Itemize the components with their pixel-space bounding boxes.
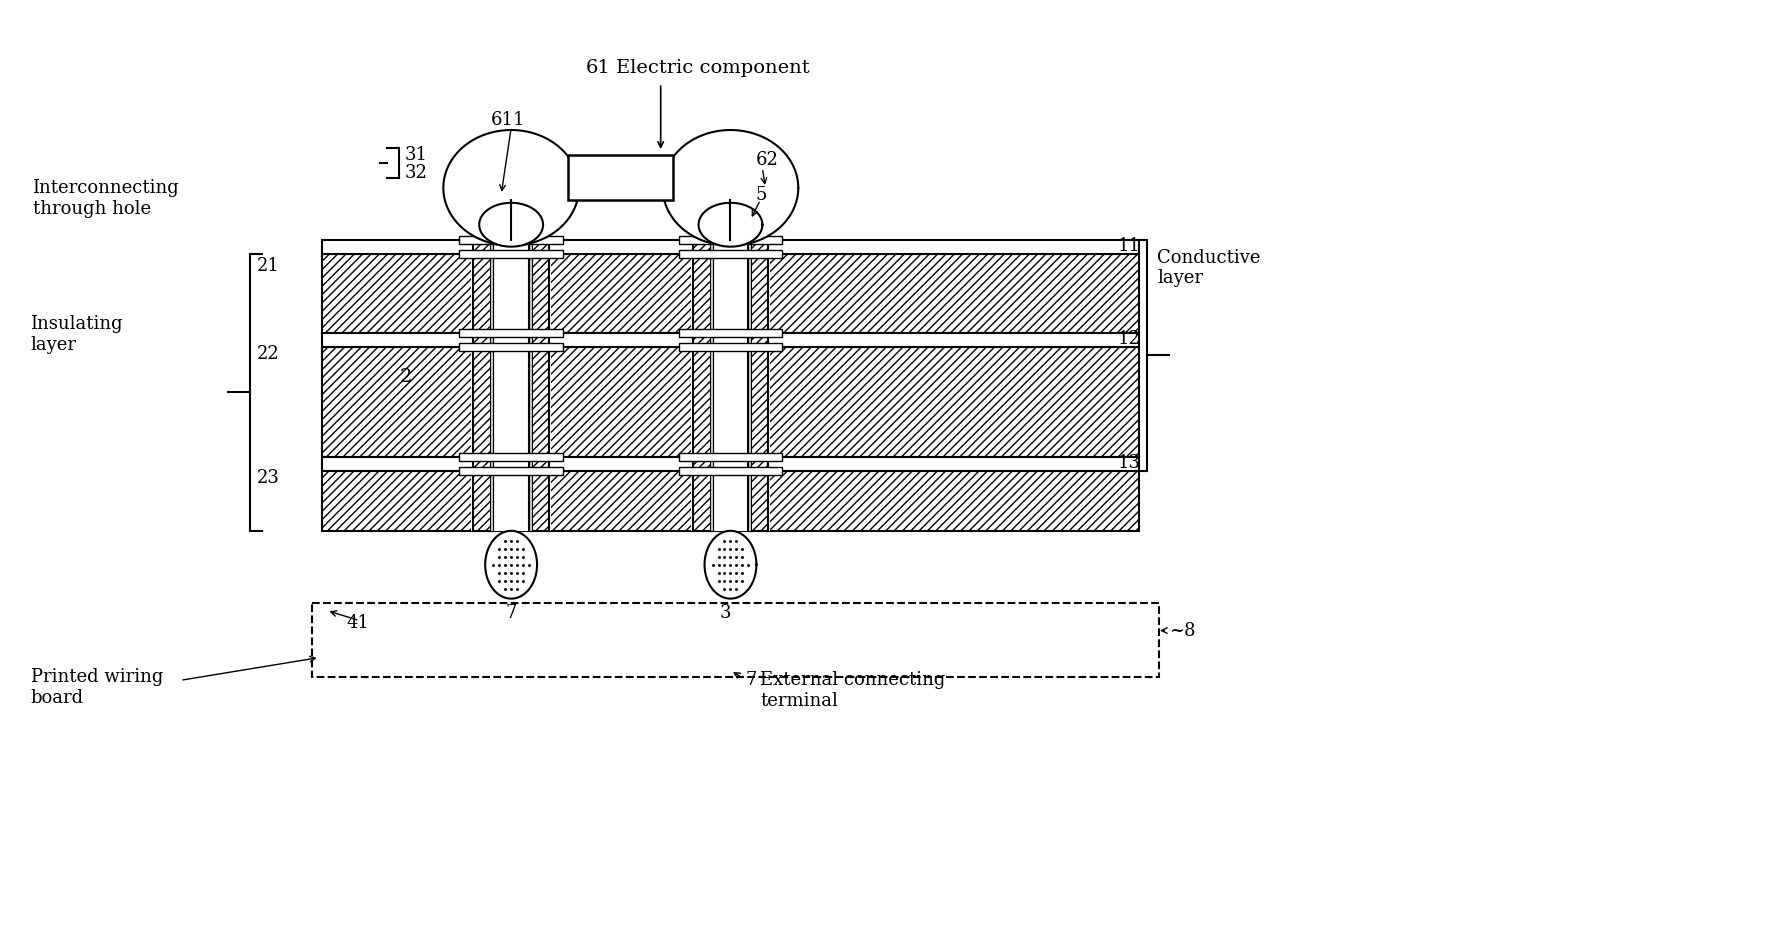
Bar	[321, 458, 1139, 471]
Bar	[459, 236, 563, 244]
Text: External connecting
terminal: External connecting terminal	[761, 670, 947, 710]
Text: 23: 23	[257, 468, 280, 486]
Text: 31: 31	[404, 145, 427, 164]
Text: 3: 3	[720, 603, 730, 621]
Text: 13: 13	[1118, 453, 1139, 472]
Text: 61: 61	[586, 59, 611, 77]
Bar	[321, 241, 1139, 254]
Bar	[748, 241, 768, 531]
Polygon shape	[486, 531, 538, 599]
Bar	[679, 236, 782, 244]
Text: 5: 5	[755, 186, 766, 204]
Bar	[679, 344, 782, 352]
Bar	[321, 254, 1139, 334]
Bar	[679, 250, 782, 259]
Bar	[459, 453, 563, 462]
Bar	[529, 241, 548, 531]
Text: 21: 21	[257, 257, 280, 275]
Text: 611: 611	[491, 111, 525, 129]
Polygon shape	[443, 131, 579, 246]
Bar	[679, 453, 782, 462]
Bar	[321, 348, 1139, 458]
Bar	[313, 603, 1159, 678]
Bar	[709, 241, 713, 531]
Text: Electric component: Electric component	[616, 59, 809, 77]
Bar	[459, 344, 563, 352]
Text: 11: 11	[1118, 236, 1139, 255]
Text: 7: 7	[745, 670, 757, 689]
Bar	[321, 334, 1139, 348]
Text: 12: 12	[1118, 330, 1139, 348]
Bar	[321, 471, 1139, 531]
Polygon shape	[663, 131, 798, 246]
Text: ~8: ~8	[1170, 621, 1195, 639]
Bar	[693, 241, 713, 531]
Bar	[489, 241, 493, 531]
Bar	[568, 156, 673, 200]
Bar	[473, 241, 493, 531]
Text: 62: 62	[755, 151, 779, 169]
Bar	[472, 241, 552, 531]
Polygon shape	[479, 204, 543, 247]
Text: 41: 41	[346, 613, 370, 631]
Text: Interconnecting
through hole: Interconnecting through hole	[32, 178, 179, 217]
Bar	[459, 330, 563, 338]
Bar	[691, 241, 770, 531]
Text: Printed wiring
board: Printed wiring board	[30, 667, 163, 706]
Bar	[679, 467, 782, 476]
Text: 32: 32	[404, 163, 427, 181]
Bar	[459, 467, 563, 476]
Text: 2: 2	[400, 368, 413, 386]
Polygon shape	[704, 531, 757, 599]
Bar	[529, 241, 532, 531]
Text: 22: 22	[257, 345, 280, 363]
Text: Insulating
layer: Insulating layer	[30, 315, 123, 354]
Text: Conductive
layer: Conductive layer	[1157, 248, 1261, 287]
Bar	[748, 241, 752, 531]
Polygon shape	[698, 204, 763, 247]
Bar	[459, 250, 563, 259]
Bar	[679, 330, 782, 338]
Text: 7: 7	[505, 603, 516, 621]
